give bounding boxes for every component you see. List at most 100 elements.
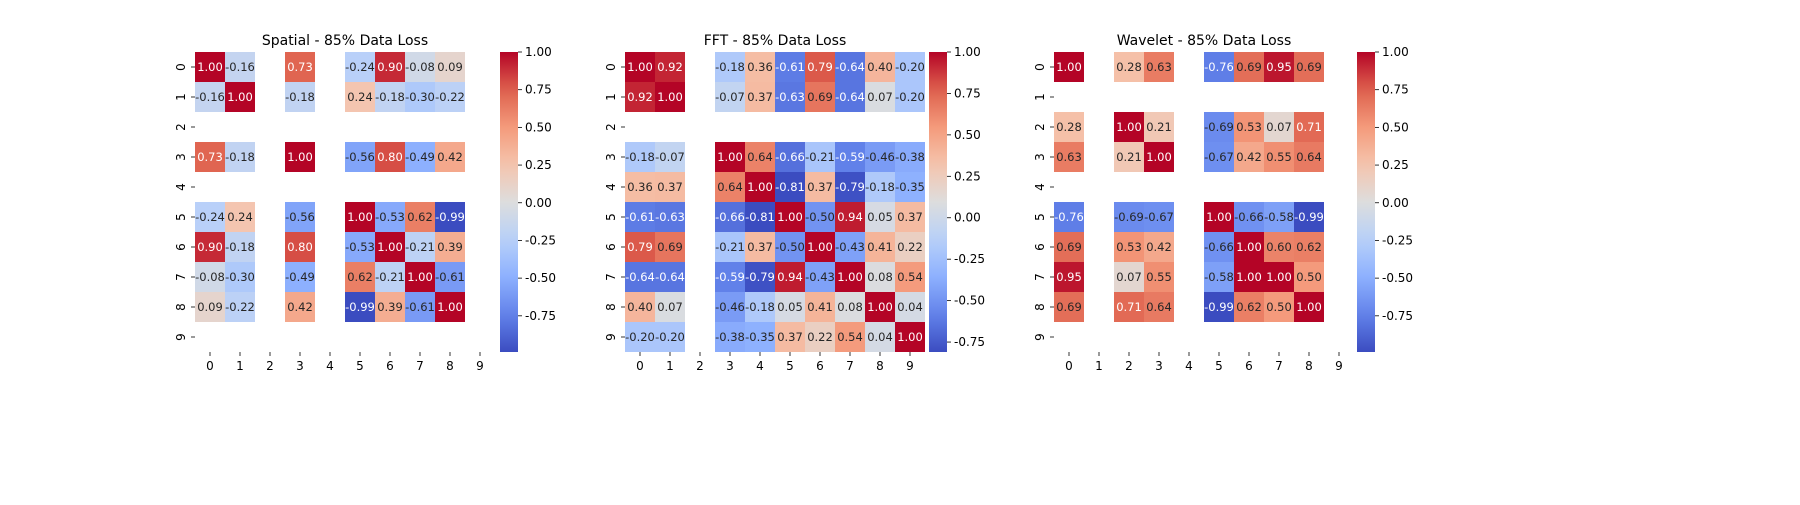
cell-value-label: 0.80 <box>287 240 313 254</box>
x-tick-label: 6 <box>816 359 824 373</box>
heatmap-cell <box>375 262 405 292</box>
heatmap-cell <box>1114 52 1144 82</box>
cell-value-label: 0.50 <box>1266 300 1292 314</box>
cell-value-label: 0.54 <box>837 330 863 344</box>
heatmap-cell <box>225 82 255 112</box>
y-tick-label: 5 <box>174 213 188 221</box>
heatmap-cell <box>1114 202 1144 232</box>
colorbar-tick-label: -0.50 <box>954 294 985 308</box>
y-tick-label: 5 <box>604 213 618 221</box>
cell-value-label: -0.59 <box>835 150 865 164</box>
x-tick-label: 3 <box>1155 359 1163 373</box>
y-tick-label: 6 <box>1033 243 1047 251</box>
heatmap-cell <box>865 292 895 322</box>
heatmap-cell <box>625 52 655 82</box>
heatmap-cell <box>715 232 745 262</box>
cell-value-label: -0.16 <box>195 90 225 104</box>
heatmap-cell <box>1144 232 1174 262</box>
cell-value-label: -0.21 <box>715 240 745 254</box>
y-tick-label: 3 <box>1033 153 1047 161</box>
cell-value-label: -0.35 <box>745 330 775 344</box>
heatmap-cell <box>1114 112 1144 142</box>
heatmap-cell <box>1264 52 1294 82</box>
y-tick-label: 9 <box>1033 333 1047 341</box>
cell-value-label: -0.43 <box>805 270 835 284</box>
cell-value-label: 0.41 <box>807 300 833 314</box>
heatmap-cell <box>225 262 255 292</box>
y-tick-label: 0 <box>174 63 188 71</box>
cell-value-label: 0.41 <box>867 240 893 254</box>
y-tick-label: 6 <box>174 243 188 251</box>
y-tick-label: 4 <box>604 183 618 191</box>
colorbar-tick-label: 0.50 <box>954 128 981 142</box>
cell-value-label: 0.05 <box>777 300 803 314</box>
y-tick-label: 7 <box>1033 273 1047 281</box>
cell-value-label: -0.46 <box>865 150 895 164</box>
cell-value-label: 0.95 <box>1056 270 1082 284</box>
heatmap-cell <box>1144 52 1174 82</box>
heatmap-cell <box>745 232 775 262</box>
heatmap-cell <box>405 262 435 292</box>
heatmap-cell <box>405 52 435 82</box>
cell-value-label: -0.20 <box>895 90 925 104</box>
y-tick-label: 0 <box>604 63 618 71</box>
heatmap-cell <box>715 202 745 232</box>
cell-value-label: 1.00 <box>347 210 373 224</box>
cell-value-label: -0.18 <box>285 90 315 104</box>
heatmap-cell <box>805 142 835 172</box>
y-tick-label: 4 <box>1033 183 1047 191</box>
heatmap-cell <box>1144 202 1174 232</box>
heatmap-cell <box>1234 232 1264 262</box>
colorbar-tick-label: 0.75 <box>954 86 981 100</box>
cell-value-label: -0.16 <box>225 60 255 74</box>
cell-value-label: -0.20 <box>655 330 685 344</box>
heatmap-cell <box>715 322 745 352</box>
cell-value-label: 0.92 <box>627 90 653 104</box>
heatmap-cell <box>1264 112 1294 142</box>
x-tick-label: 1 <box>1095 359 1103 373</box>
heatmap-cell <box>1054 232 1084 262</box>
cell-value-label: 0.28 <box>1056 120 1082 134</box>
heatmap-cell <box>805 292 835 322</box>
cell-value-label: -0.76 <box>1054 210 1084 224</box>
heatmap-cell <box>865 262 895 292</box>
cell-value-label: -0.79 <box>745 270 775 284</box>
cell-value-label: -0.69 <box>1114 210 1144 224</box>
heatmap-cell <box>1294 262 1324 292</box>
heatmap-cell <box>745 82 775 112</box>
cell-value-label: -0.64 <box>655 270 685 284</box>
colorbar <box>929 52 947 352</box>
cell-value-label: 0.07 <box>657 300 683 314</box>
x-tick-label: 8 <box>1305 359 1313 373</box>
heatmap-cell <box>805 172 835 202</box>
heatmap-cell <box>195 232 225 262</box>
cell-value-label: 0.94 <box>777 270 803 284</box>
cell-value-label: 0.62 <box>407 210 433 224</box>
heatmap-cell <box>375 52 405 82</box>
cell-value-label: 1.00 <box>407 270 433 284</box>
colorbar-tick-label: -0.25 <box>954 252 985 266</box>
cell-value-label: 0.36 <box>627 180 653 194</box>
heatmap-cell <box>405 202 435 232</box>
heatmap-cell <box>775 52 805 82</box>
cell-value-label: 0.80 <box>377 150 403 164</box>
cell-value-label: -0.21 <box>375 270 405 284</box>
heatmap-cell <box>655 322 685 352</box>
cell-value-label: -0.50 <box>805 210 835 224</box>
heatmap-cell <box>195 82 225 112</box>
cell-value-label: -0.76 <box>1204 60 1234 74</box>
heatmap-cell <box>1264 232 1294 262</box>
cell-value-label: -0.07 <box>655 150 685 164</box>
cell-value-label: -0.99 <box>345 300 375 314</box>
colorbar-tick-label: 0.50 <box>1382 120 1409 134</box>
heatmap-cell <box>775 262 805 292</box>
cell-value-label: 0.08 <box>837 300 863 314</box>
cell-value-label: -0.21 <box>805 150 835 164</box>
heatmap-cell <box>655 232 685 262</box>
heatmap-cell <box>895 322 925 352</box>
x-tick-label: 8 <box>446 359 454 373</box>
cell-value-label: -0.53 <box>345 240 375 254</box>
cell-value-label: 0.07 <box>867 90 893 104</box>
y-tick-label: 6 <box>604 243 618 251</box>
